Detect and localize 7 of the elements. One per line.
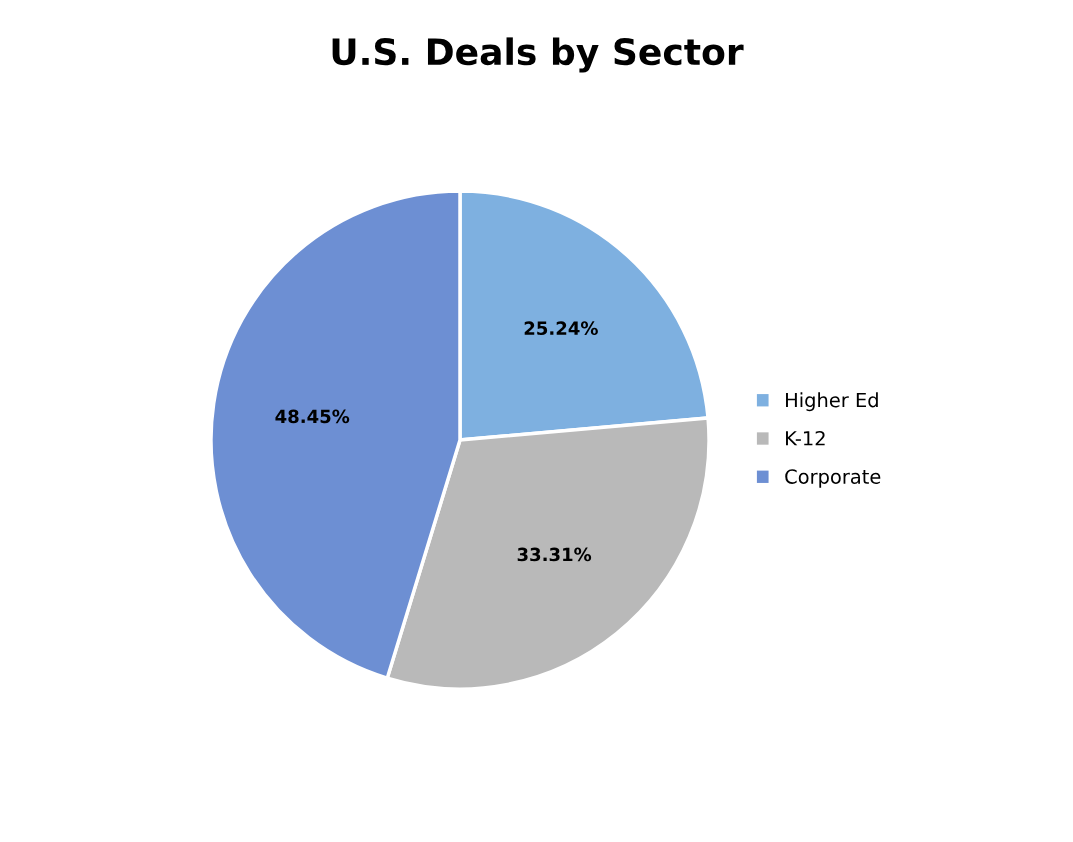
- legend-label: Higher Ed: [786, 392, 878, 412]
- legend-label: Corporate: [785, 469, 881, 488]
- chart-title: U.S. Deals by Sector: [332, 37, 744, 73]
- legend-label: K-12: [786, 430, 825, 446]
- data-label: 48.45%: [275, 409, 350, 424]
- data-label: 33.31%: [517, 547, 592, 562]
- data-label: 25.24%: [524, 321, 598, 336]
